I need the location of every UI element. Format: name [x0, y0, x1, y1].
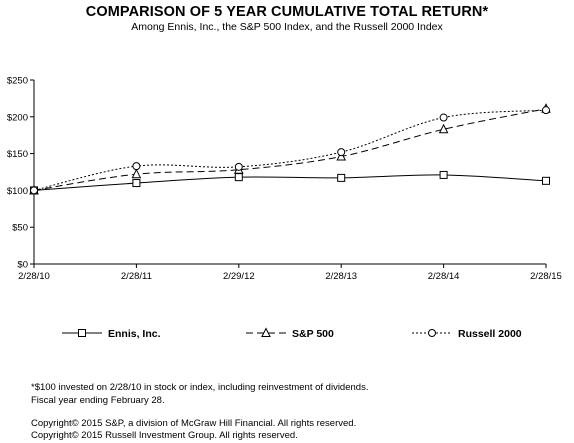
chart-title: COMPARISON OF 5 YEAR CUMULATIVE TOTAL RE… — [85, 4, 489, 20]
series-line-russell-2000 — [33, 109, 547, 191]
legend-marker-ennis-inc — [78, 329, 86, 337]
series-russell-2000 — [30, 106, 550, 195]
data-point-russell-2000 — [439, 113, 448, 122]
axes: $0 $50 $100 $150 $200 $250 2/28/10 2/28/11 2/29/… — [7, 76, 562, 283]
data-point-russell-2000 — [30, 186, 38, 195]
series-layer — [29, 103, 551, 195]
legend-label-ennis-inc: Ennis, Inc. — [108, 328, 161, 340]
x-tick-label: 2/28/14 — [428, 271, 460, 282]
y-tick-label: $150 — [7, 149, 28, 160]
copyright-sp: Copyright© 2015 S&P, a division of McGra… — [31, 418, 357, 429]
legend-item-russell-2000: Russell 2000 — [412, 328, 522, 340]
series-line-ennis-inc — [33, 174, 547, 191]
series-ennis-inc — [30, 170, 550, 195]
data-point-ennis-inc — [132, 179, 141, 188]
data-point-russell-2000 — [132, 162, 141, 171]
y-tick-label: $200 — [7, 112, 28, 123]
y-tick-label: $50 — [12, 223, 28, 234]
data-point-ennis-inc — [542, 176, 550, 185]
copyright-russell: Copyright© 2015 Russell Investment Group… — [31, 430, 298, 441]
legend-marker-s-p-500 — [261, 327, 271, 337]
x-tick-label: 2/28/11 — [121, 271, 152, 282]
legend-label-s-p-500: S&P 500 — [292, 328, 334, 340]
data-point-russell-2000 — [337, 148, 346, 157]
y-tick-label: $100 — [7, 186, 28, 197]
legend: Ennis, Inc. S&P 500 Russell 2000 — [62, 327, 522, 340]
data-point-ennis-inc — [234, 173, 243, 182]
footnote-investment: *$100 invested on 2/28/10 in stock or in… — [31, 382, 369, 393]
x-tick-label: 2/28/13 — [325, 271, 357, 282]
chart-subtitle: Among Ennis, Inc., the S&P 500 Index, an… — [131, 21, 443, 33]
series-s-p-500 — [29, 103, 551, 195]
data-point-ennis-inc — [337, 173, 346, 182]
data-point-s-p-500 — [438, 123, 449, 134]
legend-item-s-p-500: S&P 500 — [246, 327, 334, 340]
y-tick-label: $0 — [17, 260, 28, 271]
data-point-s-p-500 — [131, 168, 142, 179]
footnote-fiscal-year: Fiscal year ending February 28. — [31, 395, 165, 406]
series-line-s-p-500 — [33, 108, 547, 191]
legend-label-russell-2000: Russell 2000 — [458, 328, 522, 340]
x-tick-label: 2/29/12 — [223, 271, 255, 282]
y-tick-label: $250 — [7, 76, 28, 87]
data-point-russell-2000 — [234, 162, 243, 171]
data-point-russell-2000 — [542, 106, 550, 115]
data-point-ennis-inc — [439, 170, 448, 179]
x-tick-label: 2/28/10 — [18, 271, 50, 282]
legend-marker-russell-2000 — [428, 329, 436, 337]
x-tick-label: 2/28/15 — [530, 271, 562, 282]
legend-item-ennis-inc: Ennis, Inc. — [62, 328, 161, 340]
